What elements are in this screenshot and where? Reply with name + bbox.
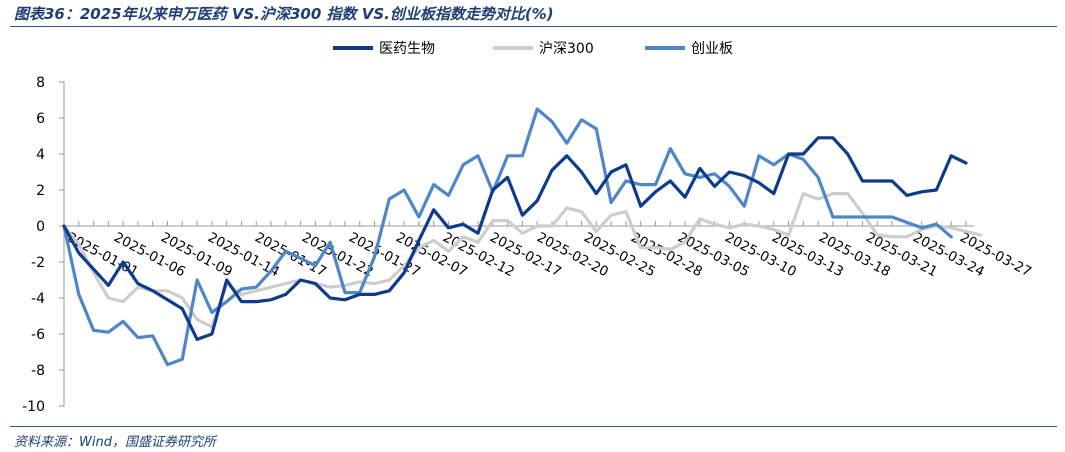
series-line [62, 136, 968, 341]
y-tick-label: 0 [36, 219, 45, 235]
y-tick-label: 4 [36, 147, 45, 163]
y-tick-label: 8 [36, 75, 45, 91]
y-tick-label: -6 [31, 327, 45, 343]
chart-title: 图表36：2025年以来申万医药 VS.沪深300 指数 VS.创业板指数走势对… [14, 5, 554, 23]
source-rule [10, 426, 1057, 427]
series-line [62, 107, 953, 367]
y-tick-label: -10 [22, 399, 45, 415]
y-tick-label: -4 [31, 291, 45, 307]
chart-legend: 医药生物 沪深300 创业板 [333, 41, 733, 57]
legend-label: 创业板 [691, 41, 733, 57]
y-tick-label: 2 [36, 183, 45, 199]
title-rule [10, 26, 1057, 27]
series-lines [62, 107, 983, 367]
y-tick-label: 6 [36, 111, 45, 127]
source-note: 资料来源：Wind，国盛证券研究所 [14, 435, 216, 450]
y-tick-label: -8 [31, 363, 45, 379]
chart-axes: -10-8-6-4-2024682025-01-012025-01-062025… [22, 75, 1034, 415]
legend-label: 医药生物 [379, 41, 435, 57]
legend-label: 沪深300 [539, 41, 594, 57]
y-tick-label: -2 [31, 255, 45, 271]
